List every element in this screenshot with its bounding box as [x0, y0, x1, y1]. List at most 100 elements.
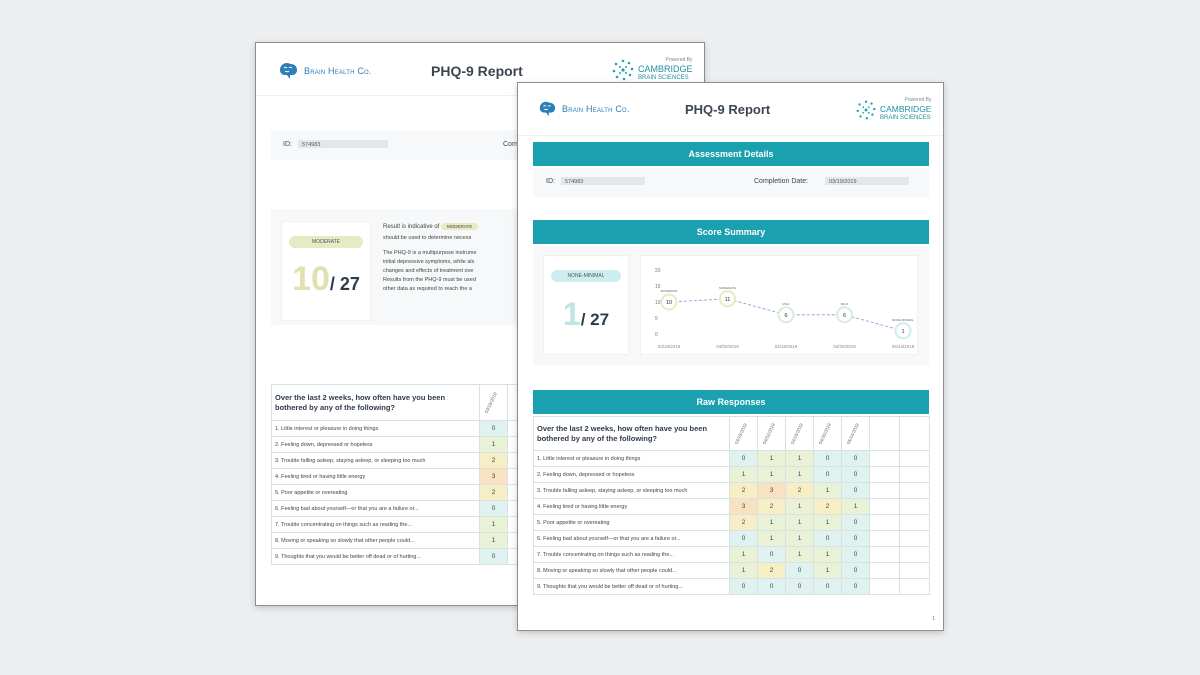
date-column-header: 04/16/2019	[785, 416, 814, 451]
raw-responses-bar: Raw Responses	[533, 390, 929, 414]
date-column-header: 03/19/2019	[479, 384, 508, 421]
brand-name: Brain Health Co.	[562, 104, 630, 114]
response-value: 2	[729, 482, 758, 499]
response-value: 1	[479, 436, 508, 453]
empty-cell	[869, 466, 900, 483]
data-point-severity: MILD	[782, 302, 790, 306]
response-value: 0	[841, 514, 870, 531]
empty-column-header	[899, 416, 930, 451]
id-label: ID:	[546, 178, 555, 185]
report-title: PHQ-9 Report	[431, 63, 523, 79]
response-value: 1	[757, 466, 786, 483]
powered-by-label: Powered By	[904, 97, 932, 103]
response-value: 2	[813, 498, 842, 515]
response-value: 1	[785, 450, 814, 467]
item-label: 6. Feeling bad about yourself—or that yo…	[533, 530, 730, 547]
result-badge: MODERATE	[441, 223, 479, 230]
data-point-value: 11	[725, 297, 731, 303]
brain-icon	[539, 101, 556, 117]
report-header: Brain Health Co. PHQ-9 Report Powered By…	[518, 83, 943, 136]
description-line: The PHQ-9 is a multipurpose instrume	[383, 250, 477, 256]
data-point-severity: MODERATE	[661, 289, 678, 293]
empty-cell	[899, 546, 930, 563]
report-page-front: Brain Health Co. PHQ-9 Report Powered By…	[517, 82, 944, 631]
item-label: 8. Moving or speaking so slowly that oth…	[533, 562, 730, 579]
y-tick-label: 5	[655, 316, 658, 322]
completion-label: Comp	[503, 141, 522, 148]
data-point-severity: MODERATE	[719, 286, 736, 290]
response-value: 0	[841, 578, 870, 595]
response-value: 2	[757, 498, 786, 515]
brain-icon	[280, 63, 297, 79]
result-prefix: Result is indicative of	[383, 224, 440, 230]
table-row: 4. Feeling tired or having little energy…	[533, 498, 930, 515]
response-value: 0	[479, 500, 508, 517]
table-row: 9. Thoughts that you would be better off…	[533, 578, 930, 595]
cbs-dots-icon	[856, 100, 876, 119]
data-point	[660, 293, 678, 311]
x-tick-label: 04/30/2019	[833, 344, 856, 349]
response-value: 3	[479, 468, 508, 485]
score-summary-panel: NONE-MINIMAL 1/ 27 0 5 10 15 20 10 MODERATE 03/…	[533, 246, 929, 366]
item-label: 9. Thoughts that you would be better off…	[533, 578, 730, 595]
response-value: 0	[813, 450, 842, 467]
y-tick-label: 10	[655, 300, 661, 306]
empty-cell	[869, 578, 900, 595]
item-label: 3. Trouble falling asleep, staying aslee…	[533, 482, 730, 499]
response-value: 0	[813, 466, 842, 483]
empty-cell	[899, 578, 930, 595]
response-value: 0	[813, 578, 842, 595]
brand-logo: Brain Health Co.	[536, 100, 630, 118]
brand-name: Brain Health Co.	[304, 66, 372, 76]
empty-cell	[899, 450, 930, 467]
response-value: 0	[785, 578, 814, 595]
trend-line	[668, 298, 904, 332]
response-value: 0	[479, 548, 508, 565]
score-trend-chart: 0 5 10 15 20 10 MODERATE 03/19/2019 11 MODERATE 04…	[640, 255, 918, 355]
score-summary-heading: Score Summary	[441, 190, 510, 200]
x-tick-label: 05/14/2019	[892, 344, 915, 349]
question-header: Over the last 2 weeks, how often have yo…	[533, 416, 730, 451]
y-tick-label: 0	[655, 332, 658, 338]
assessment-details-panel: ID: 574983 Completion Date: 03/19/2019	[533, 168, 929, 197]
item-label: 6. Feeling bad about yourself—or that yo…	[271, 500, 480, 517]
response-value: 1	[729, 546, 758, 563]
description-line: initial depressive symptoms, while als	[383, 259, 475, 265]
empty-cell	[869, 562, 900, 579]
trend-chart-svg: 0 5 10 15 20 10 MODERATE 03/19/2019 11 MODERATE 04…	[655, 268, 915, 349]
response-value: 2	[479, 452, 508, 469]
response-value: 3	[757, 482, 786, 499]
data-point	[719, 290, 736, 308]
completion-label: Completion Date:	[754, 178, 809, 185]
response-value: 2	[479, 484, 508, 501]
item-label: 1. Little interest or pleasure in doing …	[271, 420, 480, 437]
response-value: 1	[813, 562, 842, 579]
response-value: 1	[785, 466, 814, 483]
response-value: 1	[757, 450, 786, 467]
assessment-details-heading: Assessment Detail	[431, 111, 512, 121]
response-value: 0	[841, 546, 870, 563]
response-value: 2	[729, 514, 758, 531]
data-point	[777, 306, 795, 324]
item-label: 8. Moving or speaking so slowly that oth…	[271, 532, 480, 549]
question-header: Over the last 2 weeks, how often have yo…	[271, 384, 480, 421]
date-column-header: 03/19/2019	[729, 416, 758, 451]
cbs-dots-icon	[612, 59, 634, 80]
cbs-name: CAMBRIDGE	[638, 64, 693, 74]
cbs-logo: Powered By CAMBRIDGE BRAIN SCIENCES	[855, 96, 931, 123]
response-value: 2	[785, 482, 814, 499]
cbs-logo: Powered By CAMBRIDGE BRAIN SCIENCES	[611, 56, 693, 83]
table-row: 2. Feeling down, depressed or hopeless 1 1…	[533, 466, 930, 483]
empty-cell	[869, 514, 900, 531]
response-value: 1	[841, 498, 870, 515]
response-value: 0	[479, 420, 508, 437]
item-label: 7. Trouble concentrating on things such …	[533, 546, 730, 563]
empty-cell	[869, 546, 900, 563]
data-point-severity: MILD	[841, 302, 849, 306]
score-total: / 27	[580, 310, 610, 329]
cbs-subname: BRAIN SCIENCES	[880, 115, 931, 121]
score-card: MODERATE 10/ 27	[281, 221, 371, 321]
cbs-subname: BRAIN SCIENCES	[638, 75, 689, 81]
cbs-name: CAMBRIDGE	[880, 104, 932, 114]
response-value: 1	[813, 546, 842, 563]
